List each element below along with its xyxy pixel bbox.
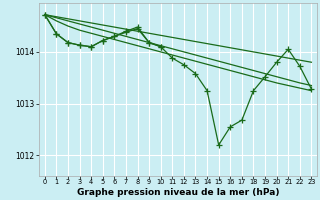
X-axis label: Graphe pression niveau de la mer (hPa): Graphe pression niveau de la mer (hPa) bbox=[77, 188, 279, 197]
